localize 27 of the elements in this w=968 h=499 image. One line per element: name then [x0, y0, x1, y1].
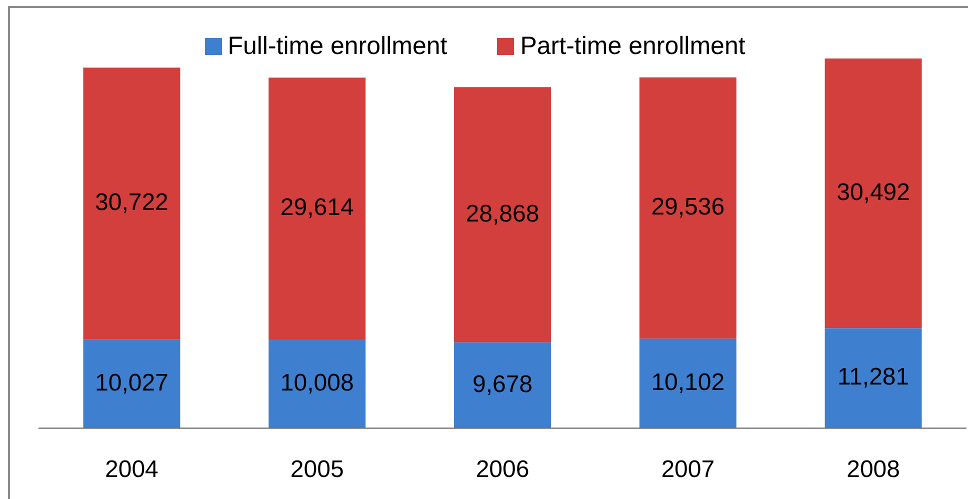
x-tick-label: 2004	[105, 456, 158, 484]
data-label: 29,614	[280, 194, 354, 222]
data-label: 9,678	[472, 370, 533, 398]
bar	[824, 58, 922, 328]
bar	[454, 342, 551, 428]
legend-label: Full-time enrollment	[228, 31, 448, 61]
data-label: 10,027	[94, 369, 168, 396]
bar	[639, 338, 736, 428]
data-label: 11,281	[837, 364, 910, 391]
bar	[824, 328, 922, 428]
bar	[83, 339, 180, 428]
bar	[268, 78, 366, 340]
data-label: 29,536	[651, 194, 725, 221]
data-label: 28,868	[466, 200, 540, 228]
x-tick-label: 2008	[846, 456, 900, 484]
data-label: 30,722	[94, 189, 168, 216]
bar	[454, 87, 551, 342]
x-tick-label: 2007	[661, 456, 715, 484]
legend-label: Part-time enrollment	[520, 31, 746, 61]
x-tick-label: 2005	[290, 456, 344, 484]
bar	[639, 77, 736, 339]
bar	[83, 68, 180, 340]
data-label: 30,492	[836, 179, 910, 206]
x-tick-label: 2006	[476, 456, 530, 484]
data-label: 10,102	[651, 368, 725, 396]
data-label: 10,008	[280, 369, 354, 396]
bar	[268, 339, 366, 428]
